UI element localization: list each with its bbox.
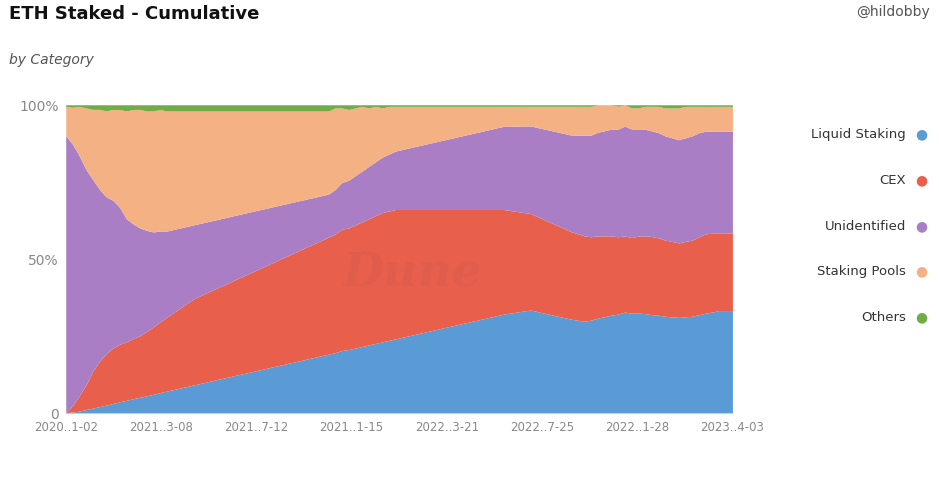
Text: ●: ● (916, 173, 928, 187)
Text: ●: ● (916, 264, 928, 278)
Text: ETH Staked - Cumulative: ETH Staked - Cumulative (9, 5, 260, 23)
Text: CEX: CEX (880, 173, 906, 187)
Text: ●: ● (916, 127, 928, 142)
Text: Dune: Dune (343, 249, 483, 294)
Text: Unidentified: Unidentified (824, 219, 906, 232)
Text: ●: ● (916, 218, 928, 233)
Text: @hildobby: @hildobby (855, 5, 930, 19)
Text: by Category: by Category (9, 53, 94, 67)
Text: Others: Others (861, 310, 906, 324)
Text: Liquid Staking: Liquid Staking (811, 128, 906, 141)
Text: Staking Pools: Staking Pools (817, 264, 906, 278)
Text: ●: ● (916, 310, 928, 324)
